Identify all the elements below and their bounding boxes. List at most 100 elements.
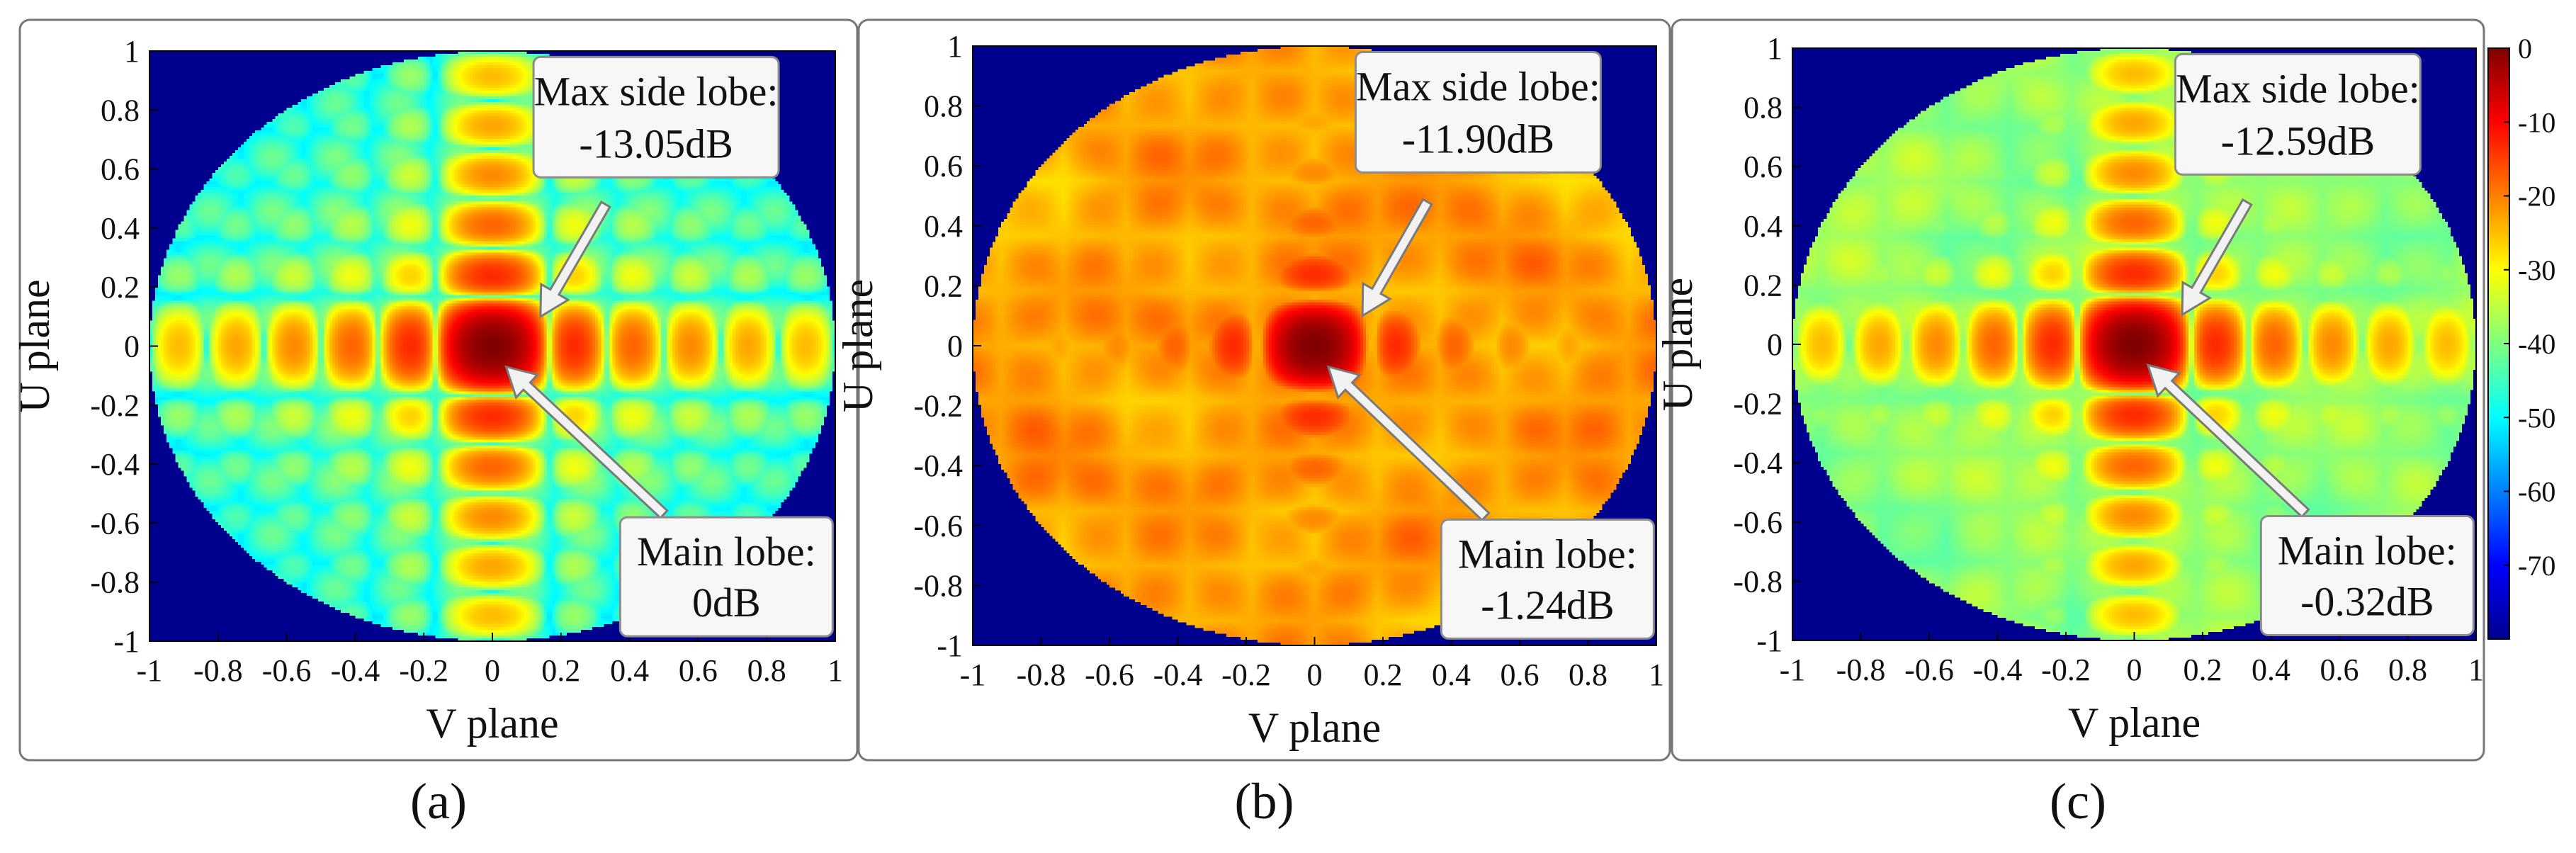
- y-tick-label: 0.2: [924, 269, 963, 303]
- y-tick-label: 0.6: [1744, 149, 1783, 184]
- x-tick-label: 0.4: [1432, 657, 1471, 692]
- x-tick-label: -0.8: [193, 653, 243, 688]
- y-tick-label: -0.6: [1733, 505, 1783, 540]
- main-lobe-callout: Main lobe: 0dB: [618, 516, 834, 638]
- max-side-lobe-callout: Max side lobe: -12.59dB: [2174, 52, 2422, 176]
- y-tick-label: -1: [113, 624, 140, 659]
- y-tick-label: 0.4: [924, 209, 963, 244]
- main-lobe-callout: Main lobe: -0.32dB: [2259, 514, 2475, 636]
- x-tick-label: 0.2: [2184, 653, 2222, 687]
- colorbar-tick-label: -30: [2518, 254, 2555, 286]
- panel-label: (c): [2050, 773, 2106, 830]
- x-tick-label: 0.6: [1501, 657, 1540, 692]
- panel-label: (a): [410, 773, 467, 830]
- y-tick-label: -0.2: [90, 388, 140, 423]
- colorbar-tick-label: -70: [2518, 550, 2555, 582]
- max-side-lobe-value: -13.05dB: [579, 120, 733, 166]
- colorbar-tick-label: -10: [2518, 106, 2555, 138]
- x-tick-label: 0.6: [679, 653, 718, 688]
- y-tick-label: -0.2: [913, 389, 963, 424]
- main-lobe-value: -0.32dB: [2300, 578, 2434, 624]
- x-tick-label: 0.4: [610, 653, 649, 688]
- x-tick-label: -0.4: [1973, 653, 2023, 687]
- main-lobe-label: Main lobe:: [2278, 527, 2457, 573]
- x-tick-label: -0.8: [1836, 653, 1886, 687]
- y-axis-title: U plane: [835, 279, 881, 412]
- x-tick-label: 0.6: [2320, 653, 2359, 687]
- panel-b: -1 -0.8 -0.6 -0.4 -0.2 0 0.2 0.4 0.6 0.8 1 1 0.8 0.6 0…: [835, 18, 1671, 830]
- max-side-lobe-callout: Max side lobe: -11.90dB: [1354, 50, 1602, 174]
- main-lobe-arrow: [1326, 365, 1491, 522]
- callout-box: [532, 55, 780, 179]
- y-tick-label: 0.2: [101, 270, 140, 305]
- y-tick-label: -1: [937, 628, 963, 663]
- panel-a: -1 -0.8 -0.6 -0.4 -0.2 0 0.2 0.4 0.6 0.8 1 1 0.8 0.6 0…: [11, 18, 859, 830]
- y-tick-label: 0.4: [1744, 209, 1783, 244]
- callout-box: [618, 516, 834, 638]
- y-tick-label: -0.6: [913, 509, 963, 543]
- callout-box: [1440, 518, 1655, 640]
- y-tick-label: 0.2: [1744, 268, 1783, 303]
- y-tick-label: 1: [1767, 31, 1783, 66]
- x-tick-label: 1: [827, 653, 843, 688]
- main-lobe-value: 0dB: [692, 580, 761, 626]
- x-axis-title: V plane: [1248, 704, 1381, 751]
- y-tick-label: 0: [947, 329, 963, 363]
- colorbar: 0 -10 -20 -30 -40 -50 -60 -70: [2487, 33, 2555, 640]
- panel-frame: [1671, 18, 2485, 762]
- x-tick-label: 1: [1649, 657, 1664, 692]
- x-tick-label: 0: [1307, 657, 1323, 692]
- colorbar-tick-label: -50: [2518, 402, 2555, 434]
- x-tick-label: -0.4: [1153, 657, 1203, 692]
- y-tick-label: -0.2: [1733, 387, 1783, 422]
- x-tick-label: 0.8: [1569, 657, 1608, 692]
- x-tick-label: -1: [1780, 653, 1806, 687]
- y-axis-title: U plane: [1654, 278, 1701, 411]
- y-tick-label: 0.8: [101, 93, 140, 128]
- callout-box: [2174, 52, 2422, 176]
- y-tick-label: 0.6: [101, 152, 140, 187]
- panel-frame: [18, 18, 859, 762]
- max-side-lobe-label: Max side lobe:: [534, 68, 779, 114]
- x-axis-title: V plane: [426, 700, 558, 747]
- y-tick-label: 0.8: [1744, 91, 1783, 125]
- y-tick-label: -0.8: [1733, 564, 1783, 599]
- panel-label: (b): [1235, 773, 1294, 830]
- y-tick-label: -0.8: [90, 565, 140, 600]
- x-tick-label: 0.2: [1364, 657, 1403, 692]
- x-tick-label: 0.8: [2388, 653, 2427, 687]
- y-tick-label: 0.8: [924, 89, 963, 124]
- y-tick-label: 0: [124, 329, 140, 364]
- x-tick-label: 0.8: [747, 653, 786, 688]
- x-tick-label: -0.8: [1017, 657, 1066, 692]
- y-tick-label: -0.6: [90, 506, 140, 541]
- colorbar-tick-label: -60: [2518, 476, 2555, 508]
- y-tick-label: -0.8: [913, 568, 963, 603]
- max-side-lobe-callout: Max side lobe: -13.05dB: [532, 55, 780, 179]
- x-tick-label: -0.6: [262, 653, 312, 688]
- max-side-lobe-value: -12.59dB: [2221, 118, 2376, 164]
- x-tick-label: -0.2: [399, 653, 448, 688]
- colorbar-tick-label: -20: [2518, 181, 2555, 213]
- max-side-lobe-arrow: [1361, 198, 1433, 318]
- main-lobe-callout: Main lobe: -1.24dB: [1440, 518, 1655, 640]
- y-tick-label: 1: [947, 29, 963, 64]
- panel-c: -1 -0.8 -0.6 -0.4 -0.2 0 0.2 0.4 0.6 0.8 1 1 0.8 0.6 0…: [1654, 18, 2485, 830]
- max-side-lobe-label: Max side lobe:: [1356, 63, 1600, 109]
- y-axis-title: U plane: [11, 279, 58, 412]
- y-tick-label: -1: [1756, 623, 1783, 658]
- callout-box: [1354, 50, 1602, 174]
- colorbar-tick-label: -40: [2518, 328, 2555, 360]
- x-tick-label: 0.4: [2252, 653, 2290, 687]
- x-axis-title: V plane: [2068, 699, 2201, 746]
- max-side-lobe-label: Max side lobe:: [2176, 65, 2420, 111]
- colorbar-tick-label: 0: [2518, 33, 2532, 64]
- x-tick-label: -1: [960, 657, 986, 692]
- x-tick-label: -0.2: [2041, 653, 2091, 687]
- max-side-lobe-arrow: [539, 200, 611, 319]
- y-tick-label: 0.4: [101, 211, 140, 246]
- x-tick-label: 0.2: [541, 653, 580, 688]
- x-tick-label: 0: [485, 653, 500, 688]
